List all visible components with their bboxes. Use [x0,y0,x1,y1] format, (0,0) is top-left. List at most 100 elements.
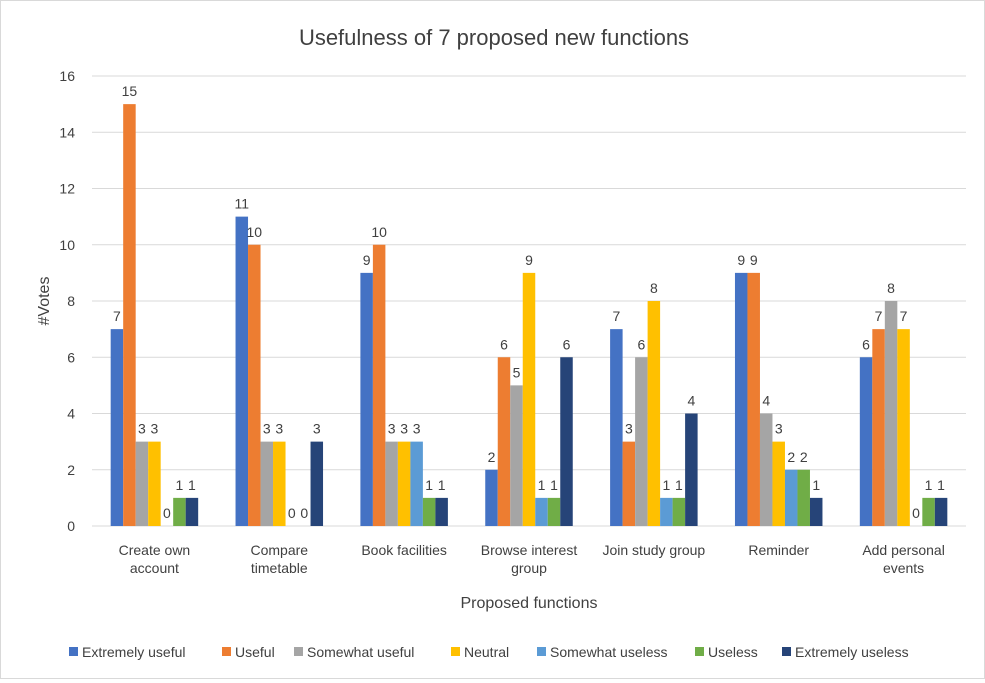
x-category-line: Browse interest [481,542,578,558]
data-label: 2 [488,449,496,465]
y-axis-ticks: 0 2 4 6 8 10 12 14 16 [59,68,75,534]
bar [110,329,124,526]
bar [522,272,536,526]
bar [173,497,186,526]
bar [897,329,910,526]
x-category-line: timetable [251,560,308,576]
data-label: 9 [737,252,745,268]
legend-label: Useful [235,644,275,660]
bar [123,104,136,526]
legend-swatch [294,647,303,656]
chart-title: Usefulness of 7 proposed new functions [299,25,689,50]
legend-swatch [695,647,704,656]
bar [772,441,785,526]
legend-label: Somewhat useful [307,644,414,660]
x-category-line: Add personal [862,542,945,558]
data-label: 9 [363,252,371,268]
x-category-label: Browse interest group [481,542,578,576]
data-label: 3 [775,421,783,437]
data-label: 1 [438,477,446,493]
data-label: 3 [263,421,271,437]
bar [260,441,274,526]
bar [360,272,373,526]
bar [497,357,511,526]
x-category-label: Reminder [748,542,809,558]
data-label: 9 [750,252,758,268]
bar [922,497,935,526]
data-label: 4 [762,393,770,409]
x-category-line: Create own [119,542,191,558]
bar [622,441,636,526]
bar [135,441,149,526]
legend-swatch [782,647,791,656]
data-label: 0 [300,505,308,521]
bar [385,441,398,526]
data-label: 7 [612,308,620,324]
x-category-line: Book facilities [361,542,447,558]
legend-swatch [69,647,78,656]
bar [410,441,423,526]
bar [547,497,561,526]
y-tick-label: 16 [59,68,75,84]
bar [535,497,548,526]
data-label: 1 [176,477,184,493]
data-label: 1 [550,477,558,493]
bar [372,244,386,526]
y-tick-label: 2 [67,462,75,478]
data-label: 6 [637,336,645,352]
data-label: 11 [235,196,250,212]
y-tick-label: 4 [67,406,75,422]
x-category-label: Create own account [119,542,191,576]
bar [510,385,523,526]
bar [884,301,898,526]
data-label: 3 [275,421,283,437]
bar [647,301,661,526]
bar [672,497,686,526]
bar [435,497,448,526]
bar [610,329,623,526]
x-category-label: Add personal events [862,542,945,576]
x-category-label: Join study group [602,542,705,558]
data-label: 6 [862,336,870,352]
y-tick-label: 6 [67,349,75,365]
data-label: 1 [675,477,683,493]
bar [310,441,324,526]
y-tick-label: 14 [59,124,75,140]
y-tick-label: 0 [67,518,75,534]
data-label: 4 [687,393,695,409]
legend-label: Somewhat useless [550,644,668,660]
x-category-line: Join study group [602,542,705,558]
data-label: 5 [513,364,521,380]
bar [635,357,648,526]
bar [759,413,773,526]
data-label: 7 [875,308,883,324]
bar [148,441,161,526]
x-axis-categories: Create own account Compare timetable Book fa… [119,542,945,576]
data-label: 3 [400,421,408,437]
y-axis-title: #Votes [36,277,53,326]
data-label: 7 [113,308,121,324]
legend-label: Extremely useful [82,644,185,660]
x-category-line: Reminder [748,542,809,558]
x-category-line: events [883,560,924,576]
data-label: 1 [937,477,945,493]
bar [934,497,948,526]
data-label: 3 [388,421,396,437]
data-label: 0 [163,505,171,521]
data-label: 1 [925,477,933,493]
bar [809,497,823,526]
bar [235,216,249,526]
bar [485,469,498,526]
data-label: 2 [800,449,808,465]
x-category-line: group [511,560,547,576]
bar [185,497,199,526]
data-label: 0 [288,505,296,521]
data-label: 6 [563,336,571,352]
bar [685,413,698,526]
legend-swatch [451,647,460,656]
data-label: 6 [500,336,508,352]
data-label: 1 [662,477,670,493]
data-label: 3 [151,421,159,437]
